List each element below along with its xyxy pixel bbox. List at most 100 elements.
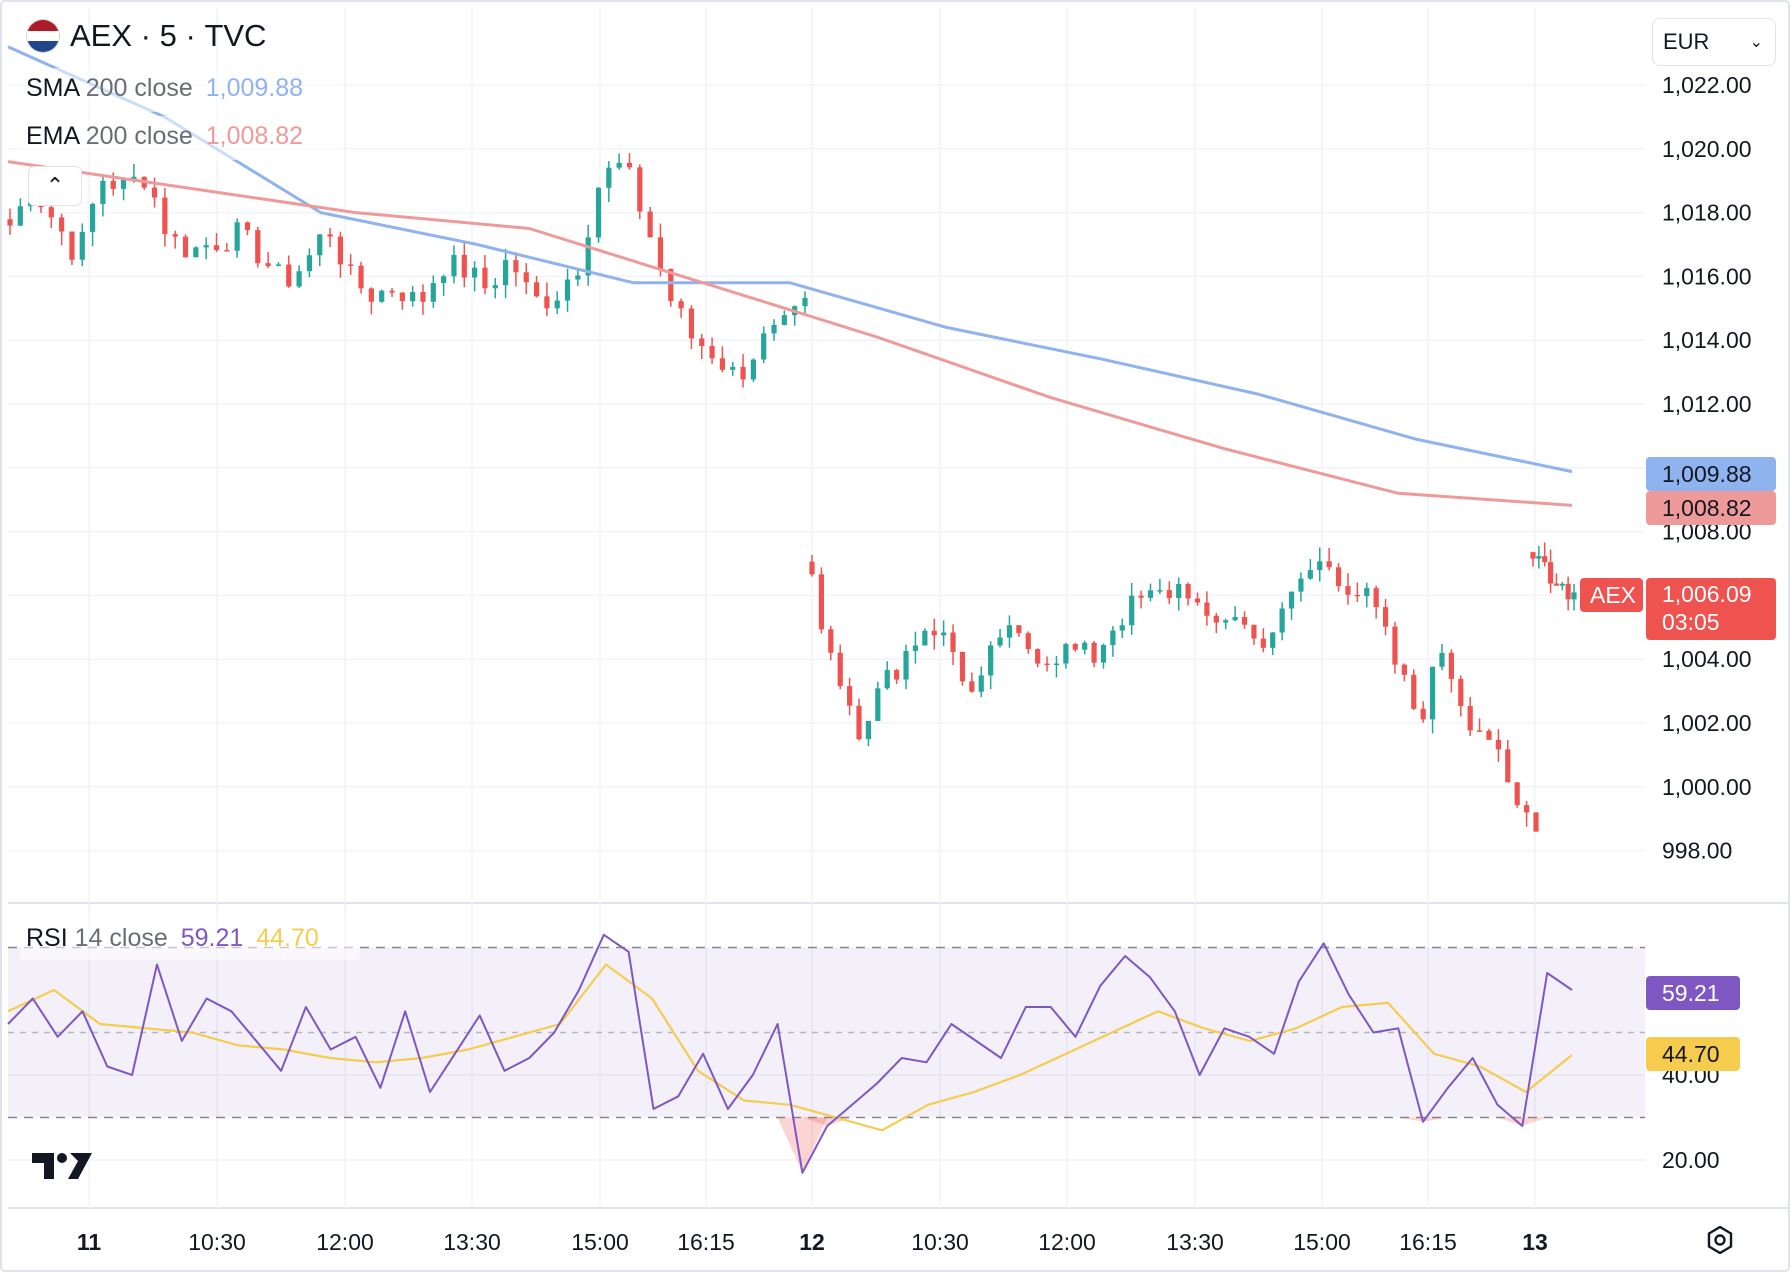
- candle-body: [523, 272, 529, 283]
- candle-body: [1100, 645, 1107, 663]
- price-axis-label: 1,020.00: [1662, 136, 1752, 162]
- candle-body: [1213, 615, 1219, 623]
- candle-body: [1270, 632, 1276, 648]
- candle-body: [818, 574, 825, 630]
- legend-collapse-button[interactable]: ⌃: [28, 166, 82, 206]
- candle-body: [809, 561, 815, 575]
- candle-body: [1458, 678, 1464, 706]
- rsi-legend[interactable]: RSI 14 close 59.21 44.70: [26, 924, 319, 953]
- candle-body: [1166, 590, 1172, 599]
- candle-body: [1533, 812, 1539, 832]
- candle-body: [1326, 561, 1332, 568]
- candle-body: [1373, 588, 1379, 608]
- candle-body: [265, 263, 271, 267]
- candle-body: [533, 282, 540, 297]
- sma-name: SMA: [26, 74, 79, 102]
- candle-body: [1411, 674, 1417, 709]
- candle-body: [1547, 562, 1554, 584]
- candle-body: [912, 645, 919, 651]
- candle-body: [1354, 594, 1360, 597]
- candle-body: [1176, 583, 1182, 599]
- time-axis-label: 13:30: [1166, 1229, 1224, 1255]
- candle-body: [637, 167, 643, 212]
- candle-body: [1542, 556, 1548, 563]
- candle-body: [595, 187, 602, 238]
- candle-body: [750, 359, 756, 380]
- candle-body: [657, 237, 664, 269]
- rsi-value-badge-bg: [1646, 976, 1740, 1010]
- candle-body: [162, 197, 168, 235]
- candle-body: [1157, 590, 1163, 592]
- time-axis-label: 13: [1522, 1229, 1548, 1255]
- candle-body: [48, 207, 54, 218]
- candle-body: [472, 267, 478, 278]
- candle-body: [1006, 625, 1013, 638]
- rsi-value-badge: 59.21: [1662, 980, 1720, 1006]
- candle-body: [348, 264, 354, 266]
- candle-body: [1251, 624, 1257, 639]
- price-axis-label: 1,012.00: [1662, 391, 1752, 417]
- rsi-oversold-fill: [777, 1117, 828, 1173]
- symbol-source: TVC: [204, 18, 267, 53]
- price-axis-label: 1,004.00: [1662, 646, 1752, 672]
- symbol-interval: 5: [159, 18, 177, 53]
- ema-legend[interactable]: EMA 200 close 1,008.82: [26, 122, 303, 151]
- ema-200-line: [7, 160, 1573, 507]
- currency-select[interactable]: EUR ⌄: [1652, 18, 1776, 66]
- sma-value: 1,009.88: [205, 74, 304, 102]
- candle-body: [606, 167, 612, 188]
- last-price-symbol: AEX: [1590, 582, 1636, 608]
- candle-body: [1429, 666, 1436, 720]
- candle-body: [1288, 591, 1295, 609]
- candle-body: [969, 681, 975, 692]
- candle-body: [1553, 583, 1560, 586]
- candle-body: [7, 219, 13, 226]
- candle-body: [492, 285, 498, 289]
- candle-body: [430, 283, 436, 302]
- symbol-title[interactable]: AEX · 5 · TVC: [26, 18, 266, 54]
- candle-body: [699, 338, 705, 347]
- candle-body: [1307, 570, 1313, 579]
- rsi-ma-line: [7, 963, 1573, 1132]
- candle-body: [1448, 652, 1454, 679]
- candle-body: [828, 629, 834, 653]
- time-axis-label: 10:30: [188, 1229, 246, 1255]
- candle-body: [1571, 592, 1577, 600]
- candle-body: [575, 275, 581, 280]
- candle-body: [1185, 583, 1191, 599]
- sma-200-line: [7, 45, 1573, 474]
- sma-legend[interactable]: SMA 200 close 1,009.88: [26, 74, 303, 103]
- chart-settings-button[interactable]: [1702, 1222, 1738, 1258]
- candle-body: [182, 236, 189, 258]
- time-axis-label: 16:15: [1399, 1229, 1457, 1255]
- candle-body: [1364, 588, 1370, 597]
- legend-backdrop: [20, 918, 360, 960]
- time-axis-label: 10:30: [911, 1229, 969, 1255]
- candle-body: [616, 162, 622, 168]
- candle-body: [368, 288, 374, 302]
- candle-body: [884, 670, 890, 689]
- candle-body: [1223, 620, 1229, 623]
- candle-body: [903, 650, 909, 680]
- candle-body: [1514, 782, 1520, 806]
- candle-body: [1025, 633, 1031, 650]
- candle-body: [379, 290, 385, 302]
- candle-body: [461, 254, 467, 278]
- candle-body: [327, 234, 333, 237]
- tradingview-logo[interactable]: [30, 1148, 94, 1193]
- candle-body: [585, 237, 591, 276]
- legend-backdrop: [20, 68, 342, 112]
- candle-body: [151, 187, 158, 198]
- candle-body: [502, 260, 509, 286]
- candle-body: [399, 292, 405, 302]
- candle-body: [1401, 664, 1407, 675]
- candle-body: [1147, 590, 1154, 598]
- candle-body: [1072, 644, 1078, 650]
- rsi-value: 59.21: [180, 924, 244, 952]
- price-axis-label: 1,014.00: [1662, 327, 1752, 353]
- candle-body: [1335, 567, 1342, 587]
- sma-price-badge: 1,009.88: [1662, 461, 1752, 487]
- candle-body: [1016, 625, 1022, 634]
